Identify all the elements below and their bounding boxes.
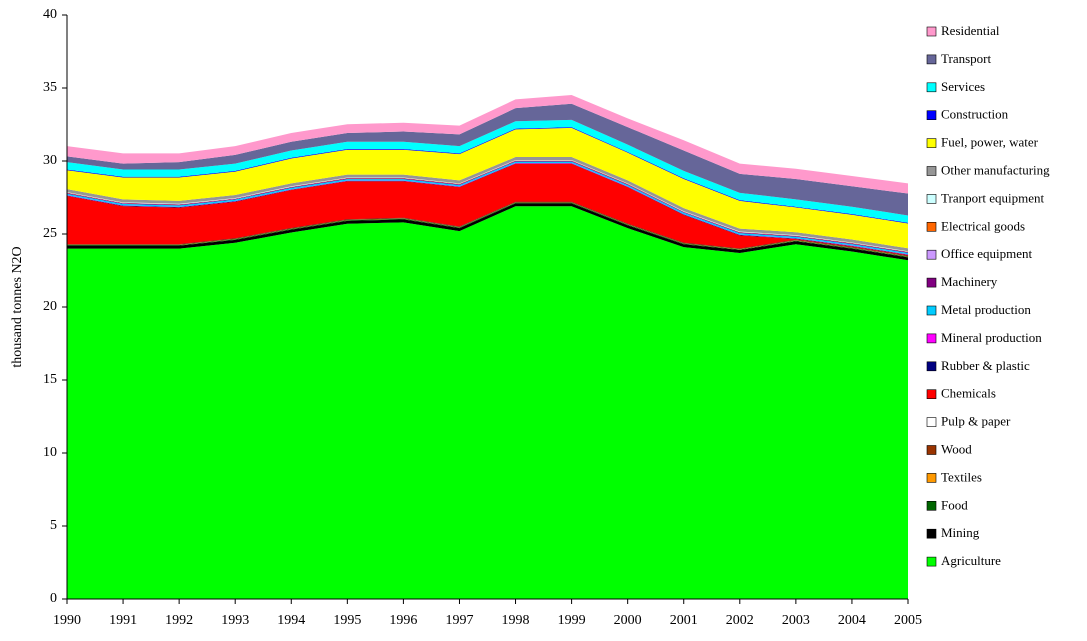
area xyxy=(67,203,908,261)
area xyxy=(67,127,908,249)
legend-swatch xyxy=(926,417,937,427)
legend-label: Chemicals xyxy=(941,386,996,401)
y-tick-label: 30 xyxy=(43,153,57,168)
area xyxy=(67,95,908,194)
legend-label: Textiles xyxy=(941,469,982,484)
legend-label: Transport xyxy=(941,51,991,66)
legend-label: Wood xyxy=(941,441,972,456)
legend-swatch xyxy=(926,222,937,232)
y-axis-label: thousand tonnes N2O xyxy=(10,246,25,367)
x-tick-label: 1991 xyxy=(109,613,137,628)
x-tick-label: 2005 xyxy=(894,613,922,628)
legend-swatch xyxy=(926,138,937,148)
x-tick-label: 1994 xyxy=(277,613,305,628)
legend-swatch xyxy=(926,389,937,400)
legend-label: Construction xyxy=(941,107,1009,122)
legend-label: Mineral production xyxy=(941,330,1042,345)
legend-swatch xyxy=(926,305,937,316)
legend-swatch xyxy=(926,473,937,483)
legend-swatch xyxy=(926,277,937,288)
x-tick-label: 2000 xyxy=(614,613,642,628)
y-tick-label: 25 xyxy=(43,226,57,241)
x-tick-label: 1995 xyxy=(333,613,361,628)
x-tick-label: 1992 xyxy=(165,613,193,628)
x-tick-label: 1996 xyxy=(389,613,417,628)
legend-label: Metal production xyxy=(941,302,1031,317)
legend-swatch xyxy=(926,445,937,455)
legend-swatch xyxy=(926,26,937,37)
y-tick-label: 0 xyxy=(50,591,57,606)
x-tick-label: 1999 xyxy=(558,613,586,628)
legend-swatch xyxy=(926,361,937,372)
legend-swatch xyxy=(926,500,937,511)
legend-swatch xyxy=(926,194,937,204)
x-tick-label: 2001 xyxy=(670,613,698,628)
x-tick-label: 1997 xyxy=(445,613,473,628)
y-tick-label: 10 xyxy=(43,445,57,460)
legend-label: Food xyxy=(941,497,968,512)
legend-label: Pulp & paper xyxy=(941,414,1011,429)
legend-label: Machinery xyxy=(941,274,998,289)
legend-swatch xyxy=(926,556,937,567)
legend-swatch xyxy=(926,528,937,539)
legend-label: Mining xyxy=(941,525,980,540)
legend-label: Other manufacturing xyxy=(941,162,1050,177)
legend-label: Electrical goods xyxy=(941,218,1025,233)
x-tick-label: 2004 xyxy=(838,613,866,628)
y-tick-label: 35 xyxy=(43,80,57,95)
legend: Agriculture Mining Food Textiles Wood Pulp & … xyxy=(926,23,1050,568)
x-tick-label: 2003 xyxy=(782,613,810,628)
y-tick-label: 15 xyxy=(43,372,57,387)
legend-label: Agriculture xyxy=(941,553,1001,568)
legend-swatch xyxy=(926,249,937,260)
legend-swatch xyxy=(926,54,937,65)
area xyxy=(67,163,908,256)
legend-swatch xyxy=(926,82,937,93)
x-tick-label: 1998 xyxy=(502,613,530,628)
y-tick-label: 40 xyxy=(43,7,57,22)
legend-swatch xyxy=(926,333,937,344)
legend-label: Residential xyxy=(941,23,1000,38)
legend-label: Office equipment xyxy=(941,246,1032,261)
legend-label: Rubber & plastic xyxy=(941,358,1030,373)
area xyxy=(67,119,908,223)
y-tick-label: 20 xyxy=(43,299,57,314)
y-tick-label: 5 xyxy=(50,518,57,533)
x-tick-label: 2002 xyxy=(726,613,754,628)
area xyxy=(67,206,908,599)
legend-swatch xyxy=(926,110,937,120)
area xyxy=(67,103,908,216)
x-tick-label: 1990 xyxy=(53,613,81,628)
x-tick-label: 1993 xyxy=(221,613,249,628)
legend-label: Tranport equipment xyxy=(941,190,1045,205)
legend-label: Services xyxy=(941,79,985,94)
legend-swatch xyxy=(926,166,937,176)
legend-label: Fuel, power, water xyxy=(941,135,1039,150)
